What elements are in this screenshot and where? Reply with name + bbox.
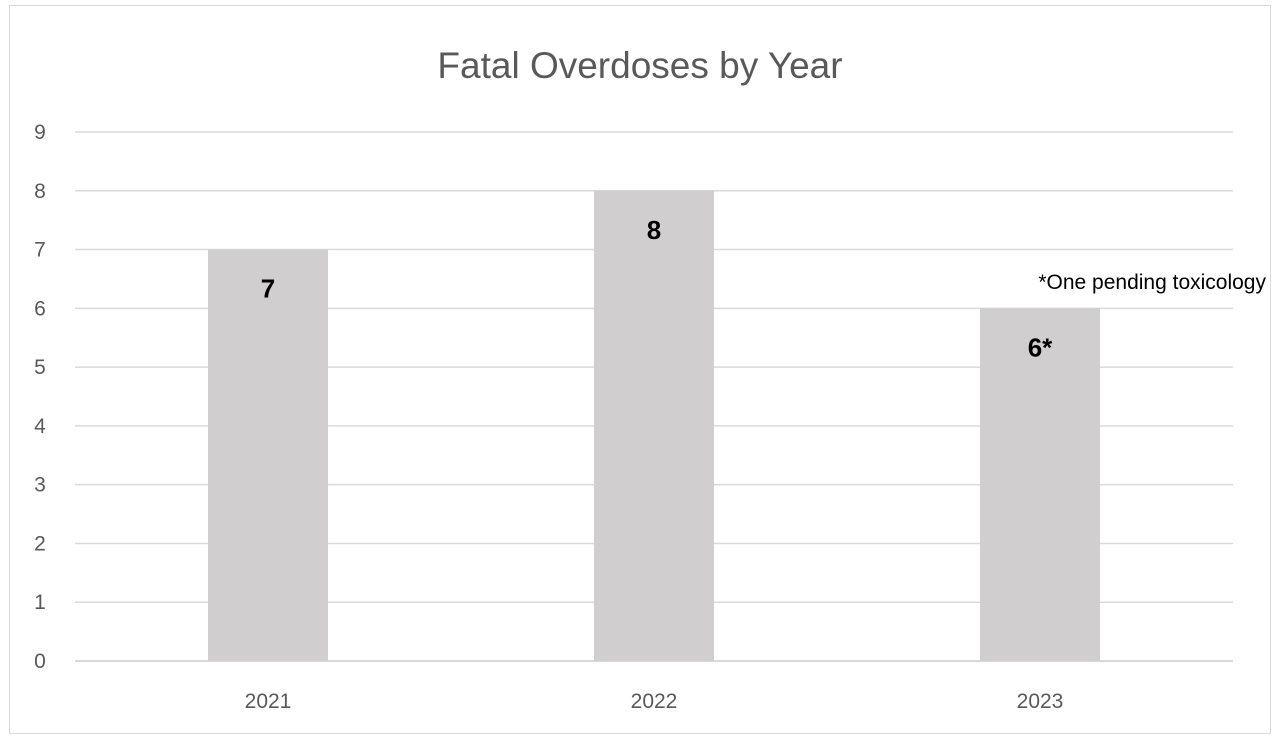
chart-title: Fatal Overdoses by Year (437, 45, 842, 86)
bar-2021 (208, 249, 328, 662)
y-tick-label: 9 (34, 121, 46, 144)
x-tick-label: 2021 (245, 690, 292, 713)
x-tick-label: 2023 (1017, 690, 1064, 713)
bars (208, 190, 1100, 662)
data-label-2022: 8 (647, 215, 661, 245)
x-axis: 2021 2022 2023 (245, 690, 1064, 713)
y-tick-label: 6 (34, 297, 46, 320)
y-tick-label: 3 (34, 474, 46, 497)
y-axis: 0 1 2 3 4 5 6 7 8 9 (34, 121, 46, 673)
bar-2023 (980, 308, 1100, 661)
data-label-2021: 7 (261, 274, 275, 304)
data-labels: 7 8 6* (261, 215, 1053, 363)
y-tick-label: 4 (34, 415, 46, 438)
footnote-annotation: *One pending toxicology (1038, 271, 1266, 294)
y-tick-label: 8 (34, 180, 46, 203)
y-tick-label: 2 (34, 532, 46, 555)
bar-2022 (594, 190, 714, 661)
y-tick-label: 1 (34, 591, 46, 614)
y-tick-label: 0 (34, 650, 46, 673)
y-tick-label: 7 (34, 239, 46, 262)
x-tick-label: 2022 (631, 690, 678, 713)
y-tick-label: 5 (34, 356, 46, 379)
data-label-2023: 6* (1028, 332, 1053, 362)
